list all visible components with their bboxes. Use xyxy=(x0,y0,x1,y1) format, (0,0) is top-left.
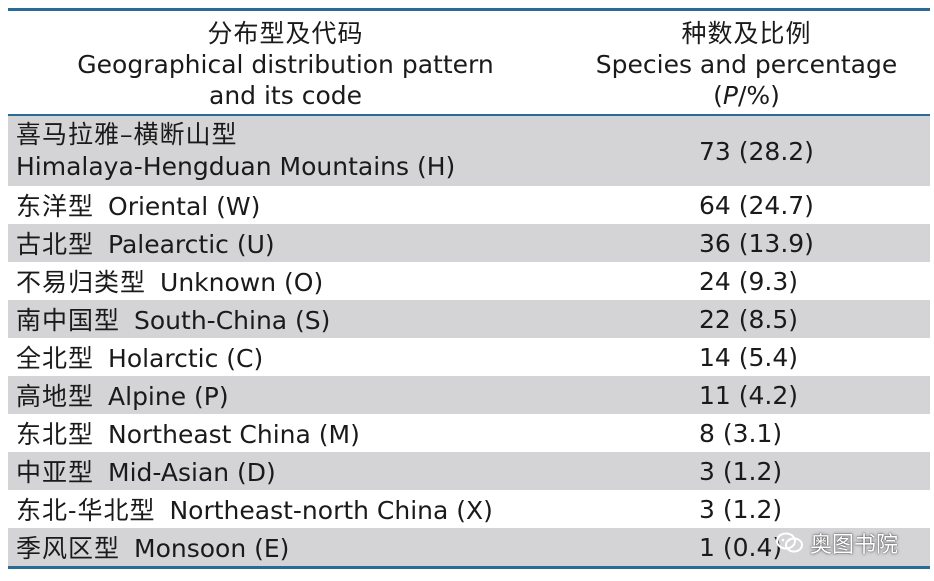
value-cell: 11 (4.2) xyxy=(603,381,930,410)
value-cell: 14 (5.4) xyxy=(603,343,930,372)
pattern-en: Unknown (O) xyxy=(160,268,323,297)
value-cell: 73 (28.2) xyxy=(603,137,930,166)
pattern-en: Oriental (W) xyxy=(108,192,260,221)
header-percent-suffix: /%) xyxy=(738,81,780,110)
pattern-cell: 南中国型 South-China (S) xyxy=(8,301,603,337)
value-cell: 3 (1.2) xyxy=(603,495,930,524)
table-header: 分布型及代码 Geographical distribution pattern… xyxy=(8,11,930,114)
pattern-cell: 东洋型 Oriental (W) xyxy=(8,187,603,223)
value-cell: 24 (9.3) xyxy=(603,267,930,296)
value-cell: 36 (13.9) xyxy=(603,229,930,258)
pattern-cell: 喜马拉雅–横断山型 Himalaya-Hengduan Mountains (H… xyxy=(8,119,603,183)
pattern-zh: 高地型 xyxy=(16,382,94,411)
header-open-paren: ( xyxy=(713,81,723,110)
pattern-cell: 全北型 Holarctic (C) xyxy=(8,339,603,375)
pattern-zh: 中亚型 xyxy=(16,458,94,487)
table-body: 喜马拉雅–横断山型 Himalaya-Hengduan Mountains (H… xyxy=(8,116,930,566)
header-col-pattern: 分布型及代码 Geographical distribution pattern… xyxy=(8,11,563,114)
table-bottom-rule xyxy=(8,566,930,569)
table-row: 东洋型 Oriental (W) 64 (24.7) xyxy=(8,186,930,224)
wechat-icon xyxy=(776,532,804,554)
table-row: 喜马拉雅–横断山型 Himalaya-Hengduan Mountains (H… xyxy=(8,116,930,186)
header-col-pattern-en-line2: and its code xyxy=(209,80,362,111)
header-col-species-en-line1: Species and percentage xyxy=(596,49,897,80)
pattern-cell: 高地型 Alpine (P) xyxy=(8,377,603,413)
pattern-cell: 东北-华北型 Northeast-north China (X) xyxy=(8,491,603,527)
table-row: 高地型 Alpine (P) 11 (4.2) xyxy=(8,376,930,414)
pattern-en: Holarctic (C) xyxy=(108,344,263,373)
value-cell: 64 (24.7) xyxy=(603,191,930,220)
table-row: 全北型 Holarctic (C) 14 (5.4) xyxy=(8,338,930,376)
header-col-species: 种数及比例 Species and percentage (P/%) xyxy=(563,11,930,114)
pattern-cell: 季风区型 Monsoon (E) xyxy=(8,529,603,565)
pattern-en: Northeast China (M) xyxy=(108,420,360,449)
table-row: 东北型 Northeast China (M) 8 (3.1) xyxy=(8,414,930,452)
pattern-cell: 中亚型 Mid-Asian (D) xyxy=(8,453,603,489)
watermark: 奥图书院 xyxy=(776,527,898,559)
pattern-cell: 不易归类型 Unknown (O) xyxy=(8,263,603,299)
pattern-cell: 古北型 Palearctic (U) xyxy=(8,225,603,261)
watermark-text: 奥图书院 xyxy=(810,527,898,559)
table-row: 东北-华北型 Northeast-north China (X) 3 (1.2) xyxy=(8,490,930,528)
pattern-zh: 东北-华北型 xyxy=(16,496,155,525)
pattern-en: South-China (S) xyxy=(134,306,330,335)
header-col-species-zh: 种数及比例 xyxy=(681,18,811,49)
pattern-en: Northeast-north China (X) xyxy=(169,496,492,525)
header-col-species-en-line2: (P/%) xyxy=(713,80,780,111)
pattern-zh: 东北型 xyxy=(16,420,94,449)
pattern-zh: 东洋型 xyxy=(16,192,94,221)
header-col-pattern-en-line1: Geographical distribution pattern xyxy=(77,49,493,80)
pattern-cell: 东北型 Northeast China (M) xyxy=(8,415,603,451)
table-row: 不易归类型 Unknown (O) 24 (9.3) xyxy=(8,262,930,300)
pattern-en: Mid-Asian (D) xyxy=(108,458,276,487)
header-col-pattern-zh: 分布型及代码 xyxy=(207,18,363,49)
value-cell: 3 (1.2) xyxy=(603,457,930,486)
header-p-symbol: P xyxy=(723,81,738,110)
pattern-zh: 季风区型 xyxy=(16,534,120,563)
distribution-table: 分布型及代码 Geographical distribution pattern… xyxy=(8,8,930,569)
pattern-zh: 全北型 xyxy=(16,344,94,373)
pattern-en: Monsoon (E) xyxy=(134,534,289,563)
pattern-en: Palearctic (U) xyxy=(108,230,275,259)
pattern-zh: 喜马拉雅–横断山型 xyxy=(16,119,603,151)
table-row: 中亚型 Mid-Asian (D) 3 (1.2) xyxy=(8,452,930,490)
pattern-zh: 南中国型 xyxy=(16,306,120,335)
pattern-en: Alpine (P) xyxy=(108,382,229,411)
value-cell: 8 (3.1) xyxy=(603,419,930,448)
pattern-zh: 不易归类型 xyxy=(16,268,146,297)
table-row: 南中国型 South-China (S) 22 (8.5) xyxy=(8,300,930,338)
value-cell: 22 (8.5) xyxy=(603,305,930,334)
pattern-en: Himalaya-Hengduan Mountains (H) xyxy=(16,151,603,183)
pattern-zh: 古北型 xyxy=(16,230,94,259)
table-row: 古北型 Palearctic (U) 36 (13.9) xyxy=(8,224,930,262)
